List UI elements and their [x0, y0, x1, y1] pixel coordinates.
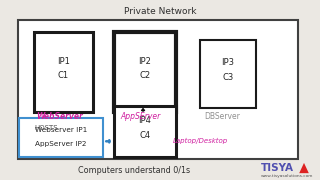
Text: DBServer: DBServer — [204, 112, 240, 121]
Text: WebServer: WebServer — [36, 112, 83, 121]
Text: C2: C2 — [139, 71, 150, 80]
FancyBboxPatch shape — [34, 32, 93, 112]
Text: IP3: IP3 — [221, 58, 235, 68]
FancyBboxPatch shape — [19, 118, 103, 157]
Text: IP2: IP2 — [138, 57, 151, 66]
Text: Computers understand 0/1s: Computers understand 0/1s — [78, 166, 190, 175]
FancyBboxPatch shape — [114, 106, 176, 157]
Text: HOSTS: HOSTS — [35, 125, 58, 131]
Text: C4: C4 — [139, 130, 150, 140]
Text: Laptop/Desktop: Laptop/Desktop — [172, 138, 228, 144]
Polygon shape — [299, 163, 309, 173]
FancyBboxPatch shape — [200, 40, 256, 108]
Text: AppSErver: AppSErver — [121, 112, 161, 121]
Text: C1: C1 — [58, 71, 69, 80]
Text: IP4: IP4 — [138, 116, 151, 125]
Text: Webserver IP1: Webserver IP1 — [35, 127, 87, 133]
Text: www.tisyasolutions.com: www.tisyasolutions.com — [261, 174, 313, 177]
Text: AppServer IP2: AppServer IP2 — [35, 141, 87, 147]
Text: C3: C3 — [222, 73, 234, 82]
FancyBboxPatch shape — [114, 32, 176, 112]
Text: IP1: IP1 — [57, 57, 70, 66]
Text: Private Network: Private Network — [124, 7, 196, 16]
Text: TISYA: TISYA — [261, 163, 294, 173]
FancyBboxPatch shape — [18, 20, 298, 159]
